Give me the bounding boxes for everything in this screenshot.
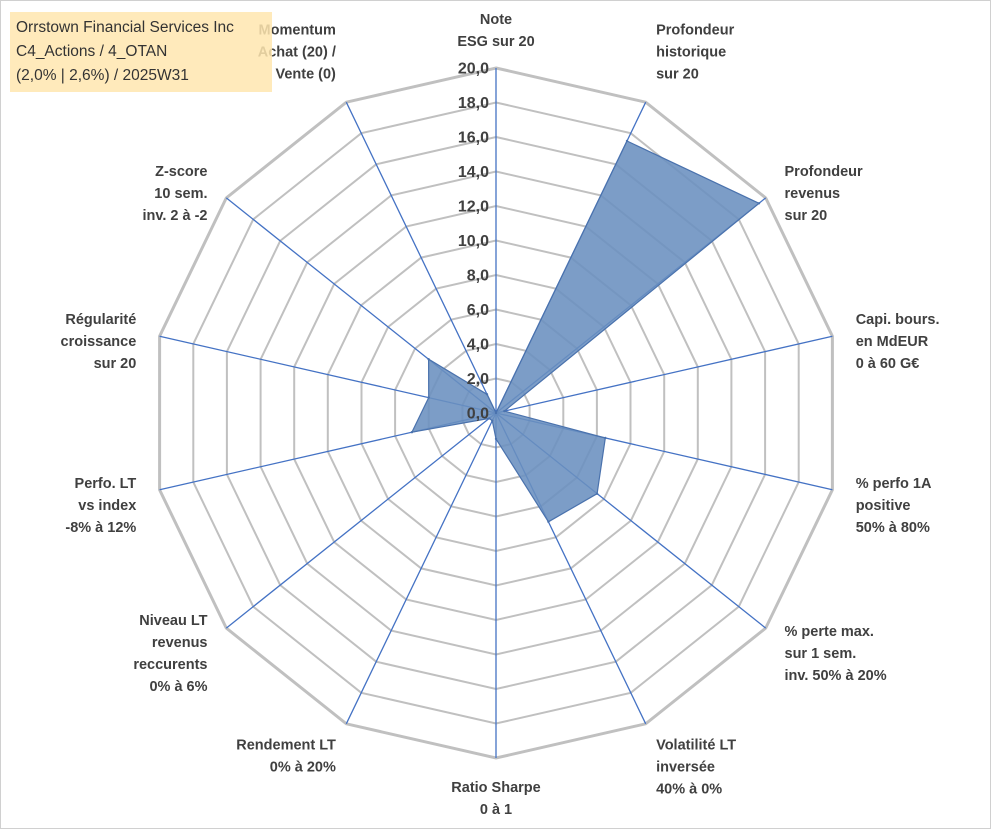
axis-label-10: Niveau LT revenus reccurents 0% à 6% bbox=[133, 613, 207, 695]
axis-label-7: Volatilité LT inversée 40% à 0% bbox=[656, 738, 736, 798]
data-point-2 bbox=[625, 139, 629, 143]
axis-label-8-line-1: Ratio Sharpe bbox=[451, 780, 540, 796]
data-point-4 bbox=[503, 409, 506, 413]
data-point-8 bbox=[494, 437, 498, 441]
axis-label-2-line-1: Profondeur bbox=[656, 23, 734, 39]
axis-label-7-line-3: 40% à 0% bbox=[656, 782, 722, 798]
axis-label-1: Note ESG sur 20 bbox=[457, 12, 534, 50]
axis-label-3: Profondeur revenus sur 20 bbox=[785, 164, 863, 224]
axis-label-10-line-3: reccurents bbox=[133, 657, 207, 673]
data-point-14 bbox=[485, 393, 489, 396]
data-point-11 bbox=[410, 431, 414, 434]
axis-label-3-line-1: Profondeur bbox=[785, 164, 863, 180]
axis-label-3-line-2: revenus bbox=[785, 186, 841, 202]
axis-label-1-line-2: ESG sur 20 bbox=[457, 34, 534, 50]
data-point-12 bbox=[427, 396, 430, 399]
axis-label-4-line-1: Capi. bours. bbox=[856, 312, 940, 328]
axis-label-2-line-2: historique bbox=[656, 45, 726, 61]
axis-label-10-line-2: revenus bbox=[152, 635, 208, 651]
tick-label-10: 20,0 bbox=[458, 61, 489, 78]
axis-label-5: % perfo 1A positive 50% à 80% bbox=[856, 476, 932, 536]
spoke-9 bbox=[345, 412, 497, 725]
spoke-10 bbox=[225, 412, 497, 629]
axis-label-13-line-3: inv. 2 à -2 bbox=[142, 208, 207, 224]
axis-label-2: Profondeur historique sur 20 bbox=[656, 23, 734, 83]
data-point-7 bbox=[547, 520, 550, 523]
axis-label-11: Perfo. LT vs index -8% à 12% bbox=[65, 476, 136, 536]
spoke-4 bbox=[495, 335, 833, 414]
axis-label-4: Capi. bours. en MdEUR 0 à 60 G€ bbox=[856, 312, 940, 372]
axis-label-8-line-2: 0 à 1 bbox=[480, 802, 512, 818]
axis-label-6-line-1: % perte max. bbox=[785, 624, 874, 640]
axis-label-7-line-1: Volatilité LT bbox=[656, 738, 736, 754]
axis-label-14: Momentum Achat (20) / Vente (0) bbox=[258, 23, 336, 83]
axis-label-11-line-3: -8% à 12% bbox=[65, 520, 136, 536]
chart-title-line-2: C4_Actions / 4_OTAN bbox=[16, 43, 168, 60]
axis-label-9-line-2: 0% à 20% bbox=[270, 760, 336, 776]
axis-label-3-line-3: sur 20 bbox=[785, 208, 828, 224]
axis-label-9-line-1: Rendement LT bbox=[236, 738, 336, 754]
chart-title-line-1: Orrstown Financial Services Inc bbox=[16, 19, 234, 36]
data-point-10 bbox=[488, 417, 491, 420]
tick-label-2: 4,0 bbox=[467, 337, 489, 354]
series-layer bbox=[410, 139, 761, 523]
tick-label-6: 12,0 bbox=[458, 199, 489, 216]
axis-label-13-line-1: Z-score bbox=[155, 164, 207, 180]
axis-label-12: Régularité croissance sur 20 bbox=[61, 312, 137, 372]
axis-label-13: Z-score 10 sem. inv. 2 à -2 bbox=[142, 164, 207, 224]
axis-label-12-line-1: Régularité bbox=[65, 312, 136, 328]
axis-label-6-line-2: sur 1 sem. bbox=[785, 646, 857, 662]
tick-label-1: 2,0 bbox=[467, 371, 489, 388]
tick-labels: 0,0 2,0 4,0 6,0 8,0 10,0 12,0 14,0 16,0 18,0 20,0 bbox=[458, 61, 489, 423]
axis-label-10-line-1: Niveau LT bbox=[139, 613, 207, 629]
axis-label-9: Rendement LT 0% à 20% bbox=[236, 738, 336, 776]
chart-title-box: Orrstown Financial Services Inc C4_Actio… bbox=[10, 12, 272, 92]
axis-label-2-line-3: sur 20 bbox=[656, 67, 699, 83]
axis-label-14-line-3: Vente (0) bbox=[275, 67, 336, 83]
axis-label-5-line-3: 50% à 80% bbox=[856, 520, 930, 536]
data-point-6 bbox=[595, 492, 599, 495]
axis-label-12-line-3: sur 20 bbox=[94, 356, 137, 372]
tick-label-3: 6,0 bbox=[467, 302, 489, 319]
data-point-9 bbox=[491, 419, 494, 422]
axis-label-4-line-3: 0 à 60 G€ bbox=[856, 356, 920, 372]
data-point-1 bbox=[494, 411, 498, 415]
axis-label-13-line-2: 10 sem. bbox=[154, 186, 207, 202]
axis-label-11-line-2: vs index bbox=[78, 498, 136, 514]
axis-label-6-line-3: inv. 50% à 20% bbox=[785, 668, 887, 684]
data-point-5 bbox=[604, 436, 607, 440]
axis-label-5-line-2: positive bbox=[856, 498, 911, 514]
tick-label-5: 10,0 bbox=[458, 233, 489, 250]
axis-label-14-line-2: Achat (20) / bbox=[258, 45, 336, 61]
tick-label-7: 14,0 bbox=[458, 164, 489, 181]
tick-label-8: 16,0 bbox=[458, 130, 489, 147]
axis-label-14-line-1: Momentum bbox=[259, 23, 336, 39]
axis-label-8: Ratio Sharpe 0 à 1 bbox=[451, 780, 540, 818]
axis-label-7-line-2: inversée bbox=[656, 760, 715, 776]
axis-label-4-line-2: en MdEUR bbox=[856, 334, 929, 350]
axis-label-11-line-1: Perfo. LT bbox=[75, 476, 137, 492]
axis-label-10-line-4: 0% à 6% bbox=[149, 679, 207, 695]
data-point-13 bbox=[427, 358, 430, 361]
tick-label-0: 0,0 bbox=[467, 406, 489, 423]
spoke-14 bbox=[345, 101, 497, 414]
data-point-3 bbox=[757, 202, 761, 205]
axis-label-1-line-1: Note bbox=[480, 12, 512, 28]
axis-labels: Note ESG sur 20 Profondeur historique sur 20… bbox=[61, 12, 940, 818]
axis-label-12-line-2: croissance bbox=[61, 334, 137, 350]
tick-label-4: 8,0 bbox=[467, 268, 489, 285]
axis-label-5-line-1: % perfo 1A bbox=[856, 476, 932, 492]
chart-title-line-3: (2,0% | 2,6%) / 2025W31 bbox=[16, 67, 189, 84]
tick-label-9: 18,0 bbox=[458, 95, 489, 112]
axis-label-6: % perte max. sur 1 sem. inv. 50% à 20% bbox=[785, 624, 887, 684]
